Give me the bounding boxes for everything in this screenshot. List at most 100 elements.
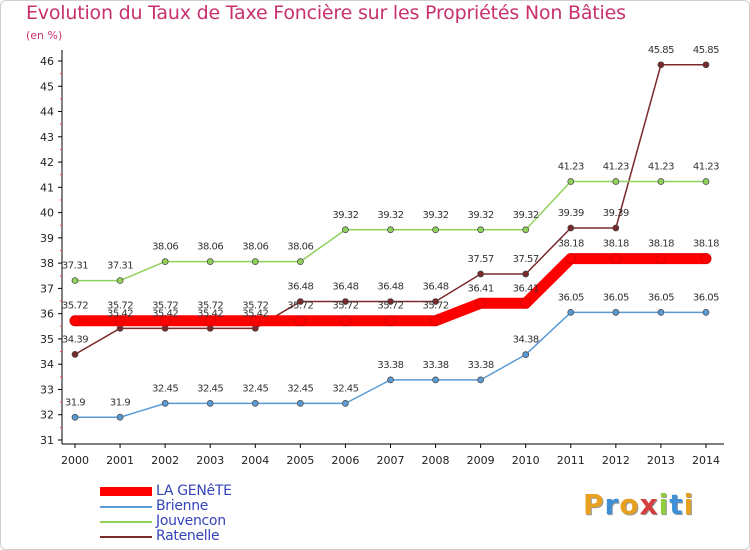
y-tick-label: 33 (40, 383, 54, 396)
data-point (116, 413, 124, 421)
data-label: 36.41 (468, 283, 494, 294)
data-label: 38.06 (152, 242, 178, 253)
chart-title: Evolution du Taux de Taxe Foncière sur l… (26, 2, 626, 24)
data-label: 35.72 (62, 301, 88, 312)
data-label: 39.32 (513, 210, 539, 221)
x-tick-label: 2014 (692, 454, 720, 467)
x-tick-label: 2008 (422, 454, 450, 467)
data-label: 38.06 (242, 242, 268, 253)
data-point (161, 258, 169, 265)
data-label: 38.18 (693, 239, 719, 250)
data-label: 38.06 (197, 242, 223, 253)
data-label: 36.05 (648, 292, 674, 303)
data-point (430, 315, 441, 327)
data-label: 38.18 (558, 239, 584, 250)
data-point (114, 315, 126, 327)
y-tick-label: 46 (40, 55, 54, 68)
y-tick-label: 35 (40, 333, 54, 346)
logo-letter: t (669, 488, 684, 521)
logo-letter: o (619, 488, 640, 521)
data-point (702, 61, 710, 69)
data-label: 39.32 (422, 210, 448, 221)
x-tick-label: 2007 (376, 454, 404, 467)
data-point (565, 253, 577, 264)
data-point (297, 298, 304, 305)
data-point (610, 253, 622, 264)
y-tick-label: 37 (40, 282, 54, 295)
data-label: 34.38 (513, 335, 539, 346)
data-point (385, 315, 396, 327)
x-tick-label: 2012 (602, 454, 630, 467)
data-label: 34.39 (62, 334, 88, 345)
data-label: 35.42 (152, 308, 178, 319)
x-tick-label: 2013 (647, 454, 675, 467)
data-point (702, 178, 710, 185)
data-label: 45.85 (648, 45, 674, 56)
data-label: 35.72 (287, 301, 313, 312)
legend-label: LA GENêTE (156, 483, 232, 499)
data-label: 35.72 (242, 301, 268, 312)
data-point (567, 309, 575, 316)
data-point (342, 226, 349, 234)
data-label: 35.72 (197, 301, 223, 312)
data-label: 45.85 (693, 45, 719, 56)
data-label: 36.41 (513, 283, 539, 294)
legend-label: Jouvencon (156, 513, 226, 529)
data-point (567, 178, 575, 185)
y-tick-label: 45 (40, 80, 54, 93)
data-point (477, 376, 484, 384)
x-tick-label: 2003 (196, 454, 224, 467)
data-point (522, 270, 530, 278)
data-point (342, 298, 349, 305)
data-label: 39.39 (558, 208, 584, 219)
legend: LA GENêTE Brienne Jouvencon Ratenelle (100, 484, 232, 544)
data-point (69, 315, 81, 327)
data-point (522, 226, 530, 234)
y-tick-label: 38 (40, 257, 54, 270)
data-label: 35.42 (197, 308, 223, 319)
data-point (702, 309, 710, 316)
data-label: 33.38 (422, 360, 448, 371)
data-label: 36.05 (693, 292, 719, 303)
logo-letter: i (658, 488, 670, 521)
data-point (520, 297, 532, 309)
legend-swatch (100, 487, 152, 496)
legend-label: Ratenelle (156, 528, 220, 544)
data-label: 37.31 (62, 261, 88, 272)
data-point (477, 270, 484, 278)
legend-item: Ratenelle (100, 529, 232, 544)
data-point (340, 315, 351, 327)
x-tick-label: 2001 (106, 454, 134, 467)
data-label: 31.9 (110, 397, 130, 408)
data-point (432, 376, 439, 384)
data-point (432, 226, 439, 234)
data-point (657, 178, 665, 185)
data-label: 37.31 (107, 261, 133, 272)
x-tick-label: 2009 (467, 454, 495, 467)
y-tick-label: 36 (40, 308, 54, 321)
x-tick-label: 2002 (151, 454, 179, 467)
data-label: 32.45 (197, 383, 223, 394)
legend-item: LA GENêTE (100, 484, 232, 499)
logo-letter: r (604, 488, 620, 521)
data-point (204, 315, 216, 327)
data-label: 35.72 (377, 301, 403, 312)
y-tick-label: 39 (40, 232, 54, 245)
legend-swatch (100, 535, 152, 538)
data-label: 32.45 (332, 383, 358, 394)
x-tick-label: 2000 (61, 454, 89, 467)
data-point (251, 258, 259, 265)
y-tick-label: 31 (40, 434, 54, 447)
data-label: 39.32 (377, 210, 403, 221)
data-point (387, 298, 394, 305)
data-label: 41.23 (648, 162, 674, 173)
data-point (475, 297, 486, 309)
data-label: 36.05 (603, 292, 629, 303)
data-label: 41.23 (693, 162, 719, 173)
x-tick-label: 2006 (331, 454, 359, 467)
data-point (657, 61, 665, 69)
data-label: 36.48 (377, 282, 403, 293)
data-point (249, 315, 261, 327)
